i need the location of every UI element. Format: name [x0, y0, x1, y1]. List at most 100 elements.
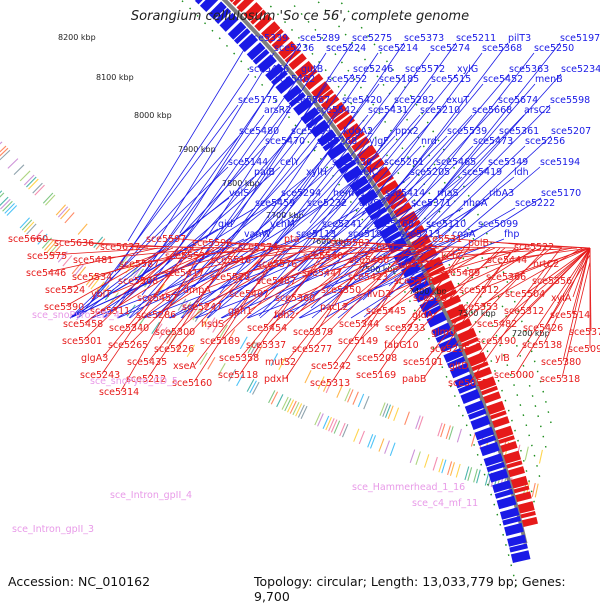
cog-feature-tick	[341, 423, 349, 438]
reverse-gene-leader	[360, 247, 460, 324]
cog-feature-tick	[99, 285, 110, 297]
forward-gene-label: sce5207	[551, 126, 591, 137]
forward-gene-label: xylH	[306, 167, 327, 178]
forward-gene-label: sce5572	[405, 64, 445, 75]
forward-gene-leader	[116, 207, 308, 319]
forward-gene-leader	[77, 176, 255, 319]
forward-gene-leader	[219, 114, 369, 294]
cog-feature-tick	[447, 461, 453, 476]
reverse-gene-label: sce5277	[292, 344, 332, 355]
forward-gene-leader	[298, 197, 490, 319]
cog-feature-tick	[484, 471, 490, 486]
reverse-gene-label: sce5582	[330, 238, 370, 249]
forward-gene-label: sce5213	[400, 229, 440, 240]
forward-gene-label: sce5211	[456, 33, 496, 44]
cog-feature-tick	[357, 393, 365, 408]
reverse-gene-leader	[562, 247, 591, 362]
reverse-gene-label: sce5522	[514, 242, 554, 253]
cog-feature-tick	[26, 223, 37, 235]
forward-gene-label: sce5598	[550, 95, 590, 106]
rna-gene-label: sce_c4_mf_11	[412, 498, 478, 509]
reverse-gene-leader	[285, 247, 373, 379]
cog-feature-tick	[6, 205, 18, 216]
cog-feature-tick	[467, 467, 473, 481]
forward-gene-leader	[361, 52, 483, 216]
forward-gene-label: sce5214	[378, 43, 418, 54]
forward-gene-label: sce5371	[411, 198, 451, 209]
reverse-gene-label: ybiT	[91, 289, 111, 300]
forward-gene-leader	[310, 145, 474, 309]
scale-tick-label: 7800 kbp	[222, 179, 260, 188]
reverse-gene-label: sce5444	[487, 255, 527, 266]
reverse-gene-leader	[232, 247, 348, 260]
cog-feature-tick	[284, 398, 292, 412]
cog-feature-tick	[118, 256, 128, 269]
cog-feature-tick	[227, 329, 236, 342]
reverse-gene-label: sce5356	[532, 276, 572, 287]
reverse-gene-label: sce5297	[413, 293, 453, 304]
cog-feature-tick	[236, 373, 244, 387]
rna-gene-label: sce_Intron_gpII_4	[110, 490, 192, 501]
reverse-gene-label: sce5360	[275, 293, 315, 304]
cog-feature-tick	[4, 202, 15, 214]
reverse-gene-label: sce5318	[540, 374, 580, 385]
forward-gene-label: sce5210	[420, 105, 460, 116]
forward-gene-leader	[218, 73, 354, 257]
forward-gene-leader	[179, 42, 301, 234]
reverse-gene-label: sce5160	[172, 378, 212, 389]
forward-gene-label: sce5462	[275, 74, 315, 85]
reverse-gene-leader	[341, 247, 445, 307]
cog-feature-tick	[28, 178, 39, 190]
forward-gene-leader	[297, 104, 447, 272]
forward-gene-leader	[76, 135, 240, 319]
forward-gene-label: sce5195	[348, 229, 388, 240]
reverse-gene-leader	[415, 247, 527, 281]
forward-gene-label: sce5465	[436, 157, 476, 168]
cog-feature-tick	[344, 388, 351, 402]
reverse-gene-label: sce5286	[136, 310, 176, 321]
reverse-gene-label: sce5350	[321, 285, 361, 296]
forward-gene-leader	[169, 228, 375, 319]
cog-feature-tick	[322, 415, 330, 429]
forward-gene-label: sce5241	[322, 219, 362, 230]
forward-gene-label: sce5275	[352, 33, 392, 44]
reverse-gene-label: sce5337	[246, 340, 286, 351]
reverse-gene-leader	[405, 247, 501, 345]
forward-gene-label: vchM	[270, 219, 295, 230]
reverse-gene-leader	[129, 247, 225, 345]
reverse-gene-label: sce5247	[182, 302, 222, 313]
cog-feature-tick	[74, 264, 84, 277]
forward-gene-label: sce5674	[498, 95, 538, 106]
reverse-gene-leader	[193, 247, 281, 383]
forward-gene-label: gid	[218, 219, 233, 230]
forward-gene-leader	[375, 114, 525, 270]
forward-gene-label: alaS	[359, 198, 379, 209]
reverse-gene-leader	[278, 247, 394, 264]
forward-gene-label: sce5144	[228, 157, 268, 168]
reverse-gene-label: sce5312	[504, 306, 544, 317]
reverse-gene-label: betI	[376, 242, 394, 253]
forward-gene-label: sce5197	[560, 33, 600, 44]
forward-gene-leader	[168, 207, 360, 319]
reverse-gene-leader	[416, 247, 532, 264]
reverse-gene-label: mutS2	[265, 357, 296, 368]
reverse-gene-leader	[497, 247, 591, 341]
forward-gene-leader	[247, 238, 453, 319]
forward-gene-label: sce5430	[332, 157, 372, 168]
forward-gene-label: sce5539	[447, 126, 487, 137]
forward-gene-label: sce5175	[238, 95, 278, 106]
reverse-gene-leader	[148, 247, 240, 362]
cog-feature-tick	[470, 432, 476, 447]
cog-feature-tick	[278, 357, 286, 371]
cog-feature-tick	[249, 380, 257, 394]
cog-feature-tick	[445, 425, 451, 440]
forward-gene-label: sce5289	[300, 33, 340, 44]
reverse-gene-label: sce5378	[394, 276, 434, 287]
cog-feature-tick	[48, 243, 59, 255]
forward-gene-leader	[153, 52, 275, 248]
cog-feature-tick	[353, 428, 360, 442]
forward-gene-label: fhp	[504, 229, 519, 240]
cog-feature-tick	[382, 403, 389, 417]
forward-gene-label: sce5246	[353, 64, 393, 75]
forward-gene-label: sce5282	[394, 95, 434, 106]
